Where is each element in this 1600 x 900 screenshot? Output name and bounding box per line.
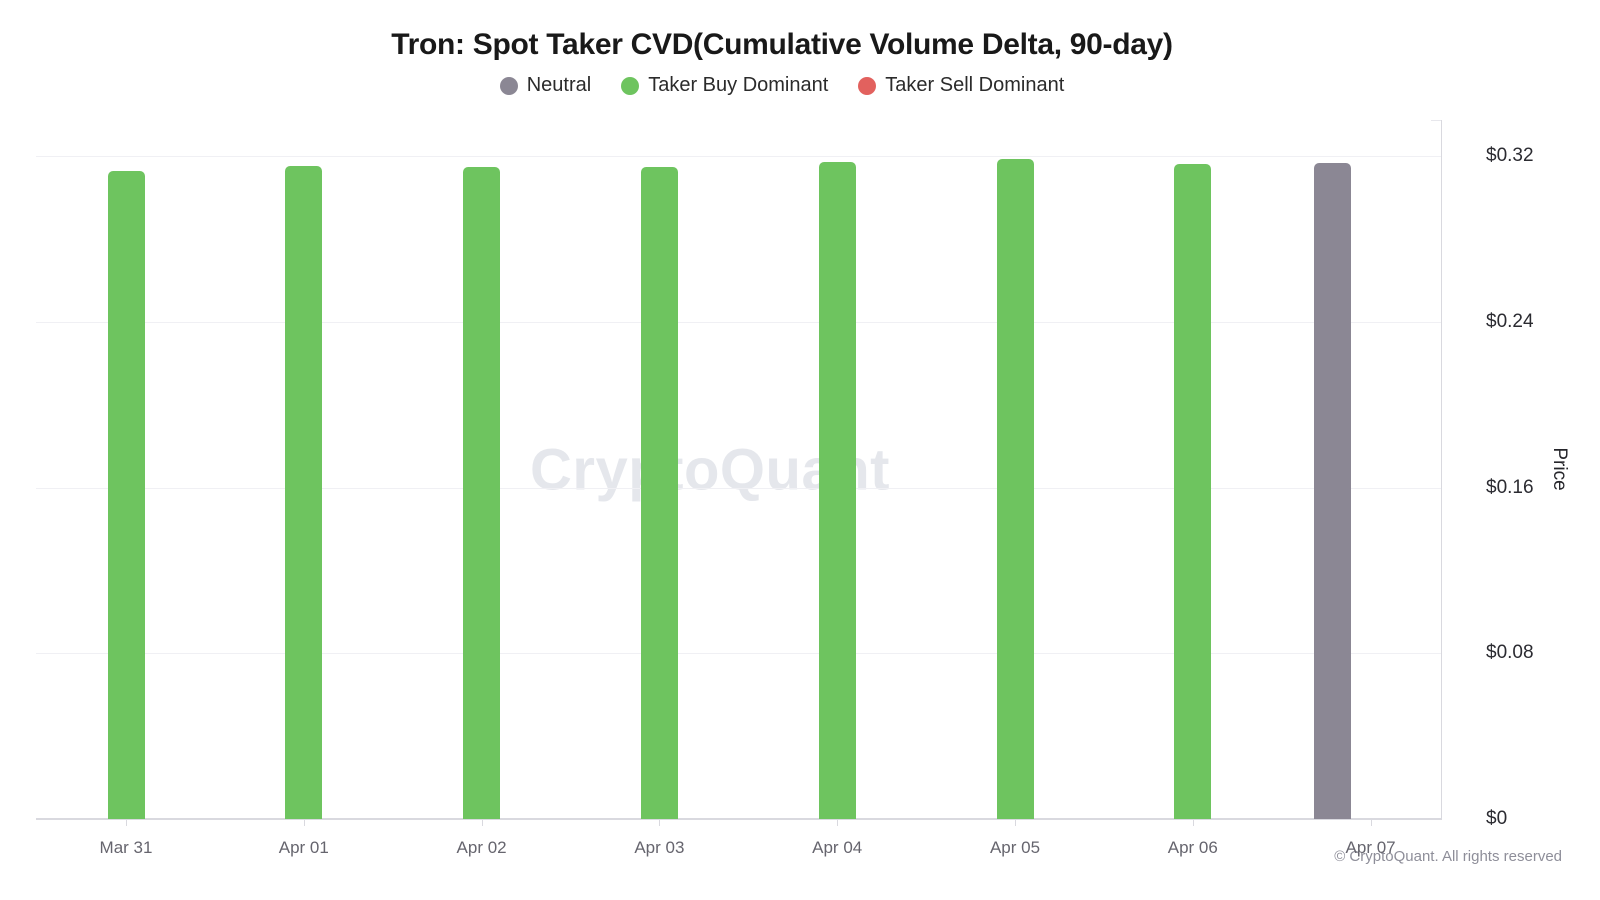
x-axis-line: [36, 818, 1442, 820]
x-axis-label: Apr 03: [634, 838, 685, 857]
y-axis-label: $0.24: [1486, 310, 1534, 332]
legend-label-neutral: Neutral: [526, 74, 592, 96]
x-tick-apr-05: [1015, 820, 1016, 826]
gridline-0.24: [36, 321, 1441, 323]
legend-dot-taker_sell: [858, 76, 877, 95]
bar-apr-07[interactable]: [1314, 163, 1352, 819]
x-axis-label: Mar 31: [99, 838, 153, 857]
legend-item-neutral[interactable]: Neutral: [499, 74, 592, 97]
bar-apr-04[interactable]: [818, 162, 856, 819]
legend-label-taker_sell: Taker Sell Dominant: [885, 74, 1065, 96]
y-axis-title: Price: [1549, 447, 1570, 491]
x-axis-label: Apr 07: [1345, 838, 1396, 857]
x-tick-apr-06: [1192, 820, 1194, 826]
bar-apr-02[interactable]: [463, 166, 501, 819]
chart-header: Tron: Spot Taker CVD(Cumulative Volume D…: [0, 0, 1564, 97]
legend-dot-taker_buy: [621, 76, 640, 95]
y-axis-line: [1441, 120, 1442, 819]
copyright-notice: © CryptoQuant. All rights reserved: [1334, 848, 1562, 865]
x-tick-apr-07: [1370, 820, 1372, 826]
x-tick-apr-01: [303, 820, 305, 826]
y-axis-label: $0.08: [1486, 642, 1534, 664]
y-axis-top-tick: [1431, 120, 1441, 121]
x-axis-label: Apr 04: [812, 838, 863, 857]
x-axis-label: Apr 05: [989, 838, 1041, 857]
legend-item-taker_buy[interactable]: Taker Buy Dominant: [621, 74, 828, 97]
bar-mar-31[interactable]: [107, 170, 145, 819]
legend: Neutral Taker Buy Dominant Taker Sell Domi…: [0, 74, 1564, 97]
x-tick-mar-31: [126, 820, 127, 826]
legend-label-taker_buy: Taker Buy Dominant: [648, 74, 829, 96]
x-axis-label: Apr 06: [1167, 838, 1218, 857]
bar-apr-01[interactable]: [285, 166, 323, 819]
x-tick-apr-04: [837, 820, 839, 826]
gridline-0.32: [36, 156, 1441, 157]
x-axis-label: Apr 01: [278, 838, 329, 857]
legend-dot-neutral: [499, 76, 518, 95]
y-axis-label: $0: [1486, 808, 1508, 829]
x-axis-label: Apr 02: [456, 838, 507, 857]
legend-item-taker_sell[interactable]: Taker Sell Dominant: [858, 74, 1064, 97]
y-axis-label: $0.32: [1486, 145, 1534, 166]
chart-title: Tron: Spot Taker CVD(Cumulative Volume D…: [391, 28, 1173, 61]
x-tick-apr-03: [659, 820, 661, 826]
bar-apr-06[interactable]: [1174, 164, 1212, 819]
bar-apr-03[interactable]: [640, 166, 678, 819]
y-axis-label: $0.16: [1486, 476, 1534, 498]
bar-apr-05[interactable]: [996, 159, 1034, 819]
gridline-0.16: [36, 487, 1441, 489]
gridline-0.08: [36, 653, 1441, 655]
x-tick-apr-02: [481, 820, 483, 826]
